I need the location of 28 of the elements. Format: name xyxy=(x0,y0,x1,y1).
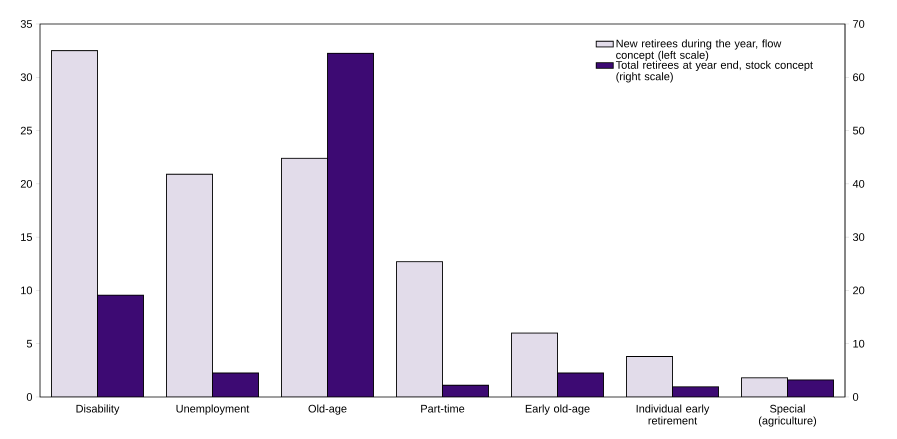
y2-tick-label: 50 xyxy=(852,126,864,134)
y-tick-label: 15 xyxy=(21,233,32,241)
x-tick-label: Old-age xyxy=(308,404,347,415)
y-tick-label: 5 xyxy=(26,340,32,348)
x-tick-label: Early old-age xyxy=(526,404,590,415)
bar xyxy=(97,294,144,397)
x-tick-label: Individual early retirement xyxy=(636,404,710,425)
y-tick-label: 35 xyxy=(20,20,32,28)
y-tick-label: 20 xyxy=(20,180,32,188)
x-tick-label: Disability xyxy=(76,404,120,415)
y-tick-label: 0 xyxy=(26,393,32,401)
y-tick-label: 10 xyxy=(21,286,32,294)
y2-tick-label: 40 xyxy=(852,180,864,188)
y2-tick-label: 30 xyxy=(852,233,864,242)
bar xyxy=(212,372,259,397)
y2-tick-label: 60 xyxy=(853,73,864,82)
y2-tick-label: 0 xyxy=(852,393,858,401)
y2-tick-label: 70 xyxy=(853,20,864,28)
bar xyxy=(442,385,489,397)
y2-tick-label: 10 xyxy=(853,340,864,348)
legend-label: New retirees during the year, flow concept (left scale) xyxy=(616,39,782,62)
x-tick-label: Unemployment xyxy=(176,404,250,415)
x-tick-label: Part-time xyxy=(421,404,464,413)
y-tick-label: 25 xyxy=(20,126,32,134)
y-tick-label: 30 xyxy=(20,73,32,82)
x-tick-label: Special (agriculture) xyxy=(758,404,816,427)
y2-tick-label: 20 xyxy=(853,286,864,294)
legend-label: Total retirees at year end, stock concept (right scale) xyxy=(616,60,813,82)
